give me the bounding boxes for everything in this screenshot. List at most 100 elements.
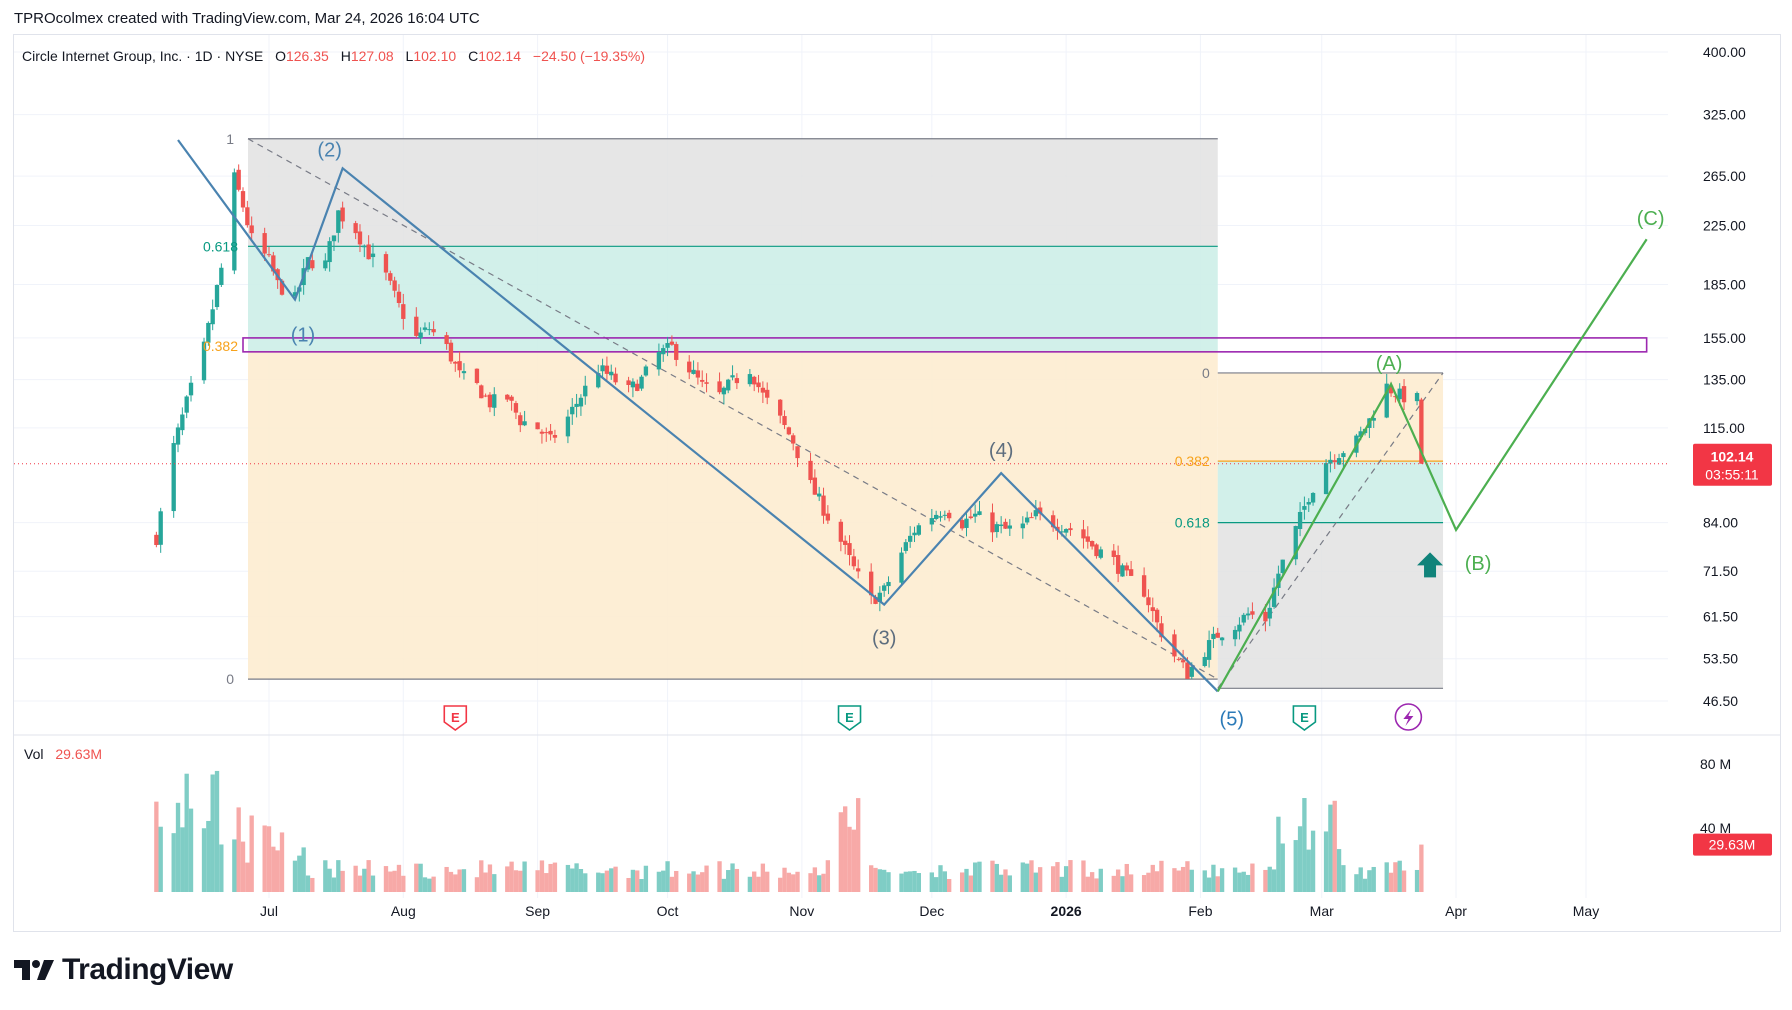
volume-bar (1293, 840, 1298, 892)
volume-bar (535, 870, 540, 892)
time-axis-label: Feb (1188, 903, 1212, 919)
volume-bar (847, 826, 852, 892)
candle (1111, 544, 1116, 566)
candle (188, 376, 194, 402)
candle-body (1150, 607, 1155, 612)
volume-bar (583, 873, 588, 892)
candle-body (535, 422, 540, 430)
svg-text:Vol 29.63M: Vol 29.63M (24, 746, 102, 762)
candle (1328, 451, 1333, 473)
volume-axis-tick: 80 M (1700, 756, 1731, 772)
candle-body (1336, 458, 1342, 465)
candle-body (1358, 431, 1363, 437)
fib1-label-0: 0 (226, 671, 234, 687)
tradingview-wordmark: TradingView (62, 953, 233, 986)
volume-bar (266, 826, 272, 892)
candle-body (756, 382, 761, 388)
volume-bar (1211, 864, 1216, 892)
candle-body (843, 540, 848, 545)
volume-bar (422, 877, 428, 892)
candle (518, 412, 523, 433)
candle-body (1263, 611, 1268, 622)
candle-body (1176, 658, 1181, 660)
volume-bar (1271, 869, 1277, 892)
volume-bar (357, 875, 363, 892)
high-value: 127.08 (351, 48, 394, 64)
candle (977, 500, 982, 516)
wave-label-3: (3) (872, 628, 896, 650)
candle (487, 392, 493, 413)
volume-bar (392, 870, 397, 892)
candle-body (1180, 660, 1186, 663)
candle (635, 379, 640, 392)
candle (1241, 612, 1246, 626)
volume-bar (444, 866, 449, 892)
candle (1094, 543, 1099, 559)
volume-bar (665, 861, 670, 892)
price-axis-tick: 135.00 (1703, 372, 1746, 388)
volume-bar (1085, 876, 1090, 892)
candle-body (1020, 523, 1025, 529)
volume-bar (609, 868, 614, 892)
candle-body (483, 395, 488, 397)
candle (674, 341, 679, 367)
volume-bar (1276, 816, 1281, 892)
volume-bar (492, 874, 497, 892)
volume-value: 29.63M (55, 746, 102, 762)
candle (908, 526, 913, 548)
candle-body (721, 387, 727, 395)
volume-bar (1007, 875, 1012, 892)
volume-bar (782, 867, 787, 892)
volume-bar (977, 861, 982, 892)
candle (180, 407, 185, 436)
price-axis-tick: 71.50 (1703, 563, 1738, 579)
candle-body (492, 394, 497, 408)
volume-bar (604, 870, 610, 892)
volume-bar (916, 873, 922, 892)
volume-bar (596, 872, 601, 892)
volume-bar (998, 874, 1004, 892)
tradingview-logo[interactable]: TradingView (14, 952, 233, 988)
volume-bar (522, 861, 527, 892)
candle (687, 355, 692, 380)
fib2-label-0: 0 (1202, 365, 1210, 381)
candle (791, 433, 796, 451)
volume-bar (1176, 870, 1181, 892)
candle-body (1371, 418, 1376, 421)
open-label: O (275, 48, 286, 64)
candle-body (232, 172, 237, 271)
candle (570, 398, 575, 425)
volume-bar (370, 875, 376, 892)
candle-body (180, 414, 185, 431)
candle (1297, 502, 1303, 537)
time-axis-label: Jul (260, 903, 278, 919)
volume-bar (214, 770, 220, 892)
candle (310, 253, 315, 271)
candle-body (1219, 637, 1225, 641)
candle (565, 409, 571, 444)
candle-body (214, 285, 220, 308)
volume-bar (175, 802, 181, 892)
candle (1033, 500, 1038, 520)
candle-body (760, 387, 766, 393)
candle (765, 382, 770, 405)
candle-body (1414, 393, 1420, 402)
candle (1141, 567, 1147, 598)
volume-bar (383, 866, 389, 892)
volume-bar (1098, 868, 1103, 892)
candle (331, 235, 337, 251)
candle-body (1393, 396, 1398, 398)
fib1-label-382: 0.382 (203, 338, 238, 354)
volume-bar (279, 832, 285, 892)
time-axis-label: Oct (657, 903, 679, 919)
candle-body (383, 254, 389, 273)
price-axis-tick: 84.00 (1703, 515, 1738, 531)
candle (916, 523, 922, 537)
candle-body (886, 581, 891, 587)
close-label: C (468, 48, 478, 64)
volume-bar (518, 870, 523, 892)
volume-bar (1033, 872, 1038, 892)
candle (1215, 627, 1220, 638)
volume-bar (1250, 863, 1255, 892)
